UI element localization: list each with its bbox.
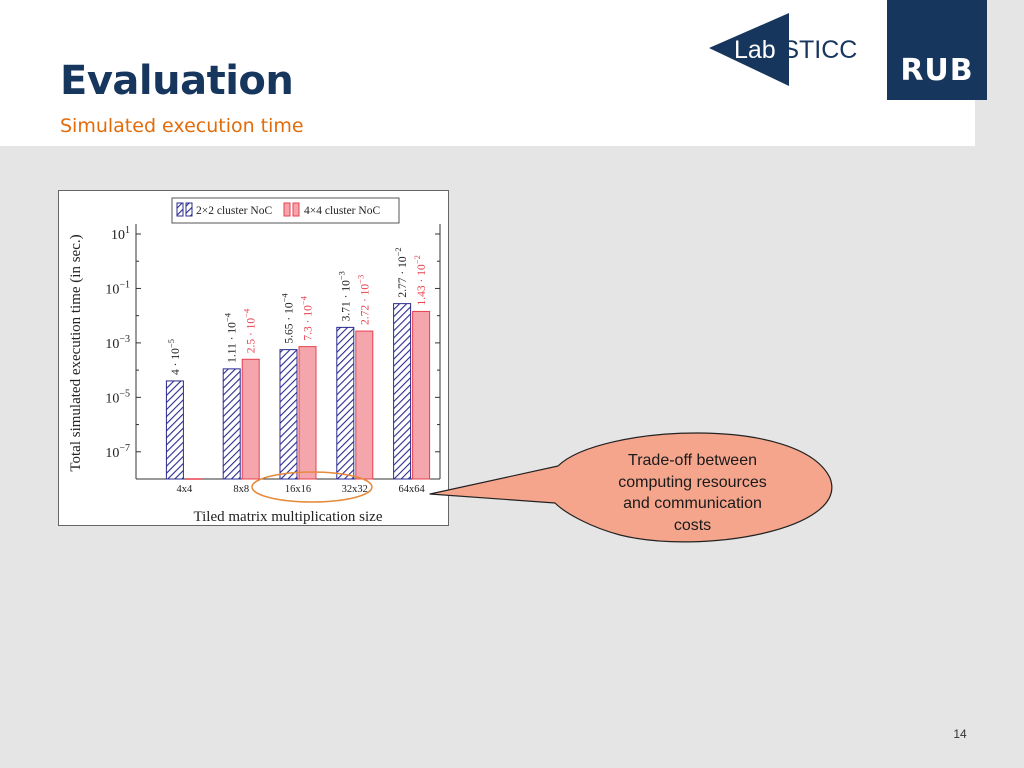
legend-label-series-1: 2×2 cluster NoC (196, 205, 272, 217)
slide-title: Evaluation (60, 58, 294, 104)
data-label-series-2: 2.72 · 10−3 (355, 275, 371, 325)
lab-sticc-logo: Lab -STICC (709, 13, 857, 86)
bar-series-1 (279, 349, 298, 480)
y-tick-label: 101 (111, 225, 130, 243)
bar-series-1 (165, 380, 184, 480)
data-label-series-1: 3.71 · 10−3 (336, 271, 352, 321)
y-tick-label: 10−5 (105, 388, 130, 406)
bar-series-2 (412, 310, 431, 480)
x-tick-label: 16x16 (285, 484, 311, 495)
x-tick-label: 8x8 (233, 484, 249, 495)
data-label-series-2: 2.5 · 10−4 (242, 308, 258, 353)
y-axis-label: Total simulated execution time (in sec.) (68, 234, 84, 471)
chart-frame: 2×2 cluster NoC 4×4 cluster NoC 101 10−1 1… (58, 190, 449, 526)
data-label-series-1: 5.65 · 10−4 (280, 293, 296, 344)
data-label-series-2: 7.3 · 10−4 (299, 295, 315, 340)
y-tick-label: 10−3 (105, 334, 130, 352)
bar-series-1 (393, 303, 412, 480)
legend-swatch-series-2 (283, 202, 291, 217)
slide-header: Evaluation Simulated execution time Lab … (0, 0, 987, 146)
chart-legend: 2×2 cluster NoC 4×4 cluster NoC (171, 197, 400, 224)
svg-text:Lab: Lab (734, 36, 776, 64)
y-tick-label: 10−1 (105, 279, 130, 297)
bar-chart: 2×2 cluster NoC 4×4 cluster NoC 101 10−1 1… (68, 197, 441, 525)
callout-text: Trade-off between computing resources an… (618, 452, 767, 534)
bar-series-1 (336, 326, 355, 480)
bar-series-2 (241, 358, 260, 480)
bar-series-1 (222, 368, 241, 480)
highlight-ellipse (251, 471, 373, 503)
x-tick-label: 64x64 (398, 484, 425, 495)
x-tick-label: 32x32 (342, 484, 368, 495)
legend-label-series-2: 4×4 cluster NoC (304, 205, 380, 217)
y-tick-label: 10−7 (105, 443, 130, 461)
rub-logo: RUB (887, 0, 987, 100)
data-label-series-1: 1.11 · 10−4 (223, 312, 239, 363)
page-number: 14 (953, 727, 967, 741)
slide-subtitle: Simulated execution time (60, 115, 304, 137)
x-tick-label: 4x4 (177, 484, 194, 495)
data-label-series-1: 4 · 10−5 (166, 339, 182, 375)
x-axis-label: Tiled matrix multiplication size (193, 509, 382, 525)
bar-series-2 (298, 346, 317, 480)
data-label-series-2: 1.43 · 10−2 (412, 255, 428, 305)
legend-swatch-series-1 (176, 202, 184, 217)
svg-text:-STICC: -STICC (774, 36, 857, 64)
data-label-series-1: 2.77 · 10−2 (393, 247, 409, 297)
